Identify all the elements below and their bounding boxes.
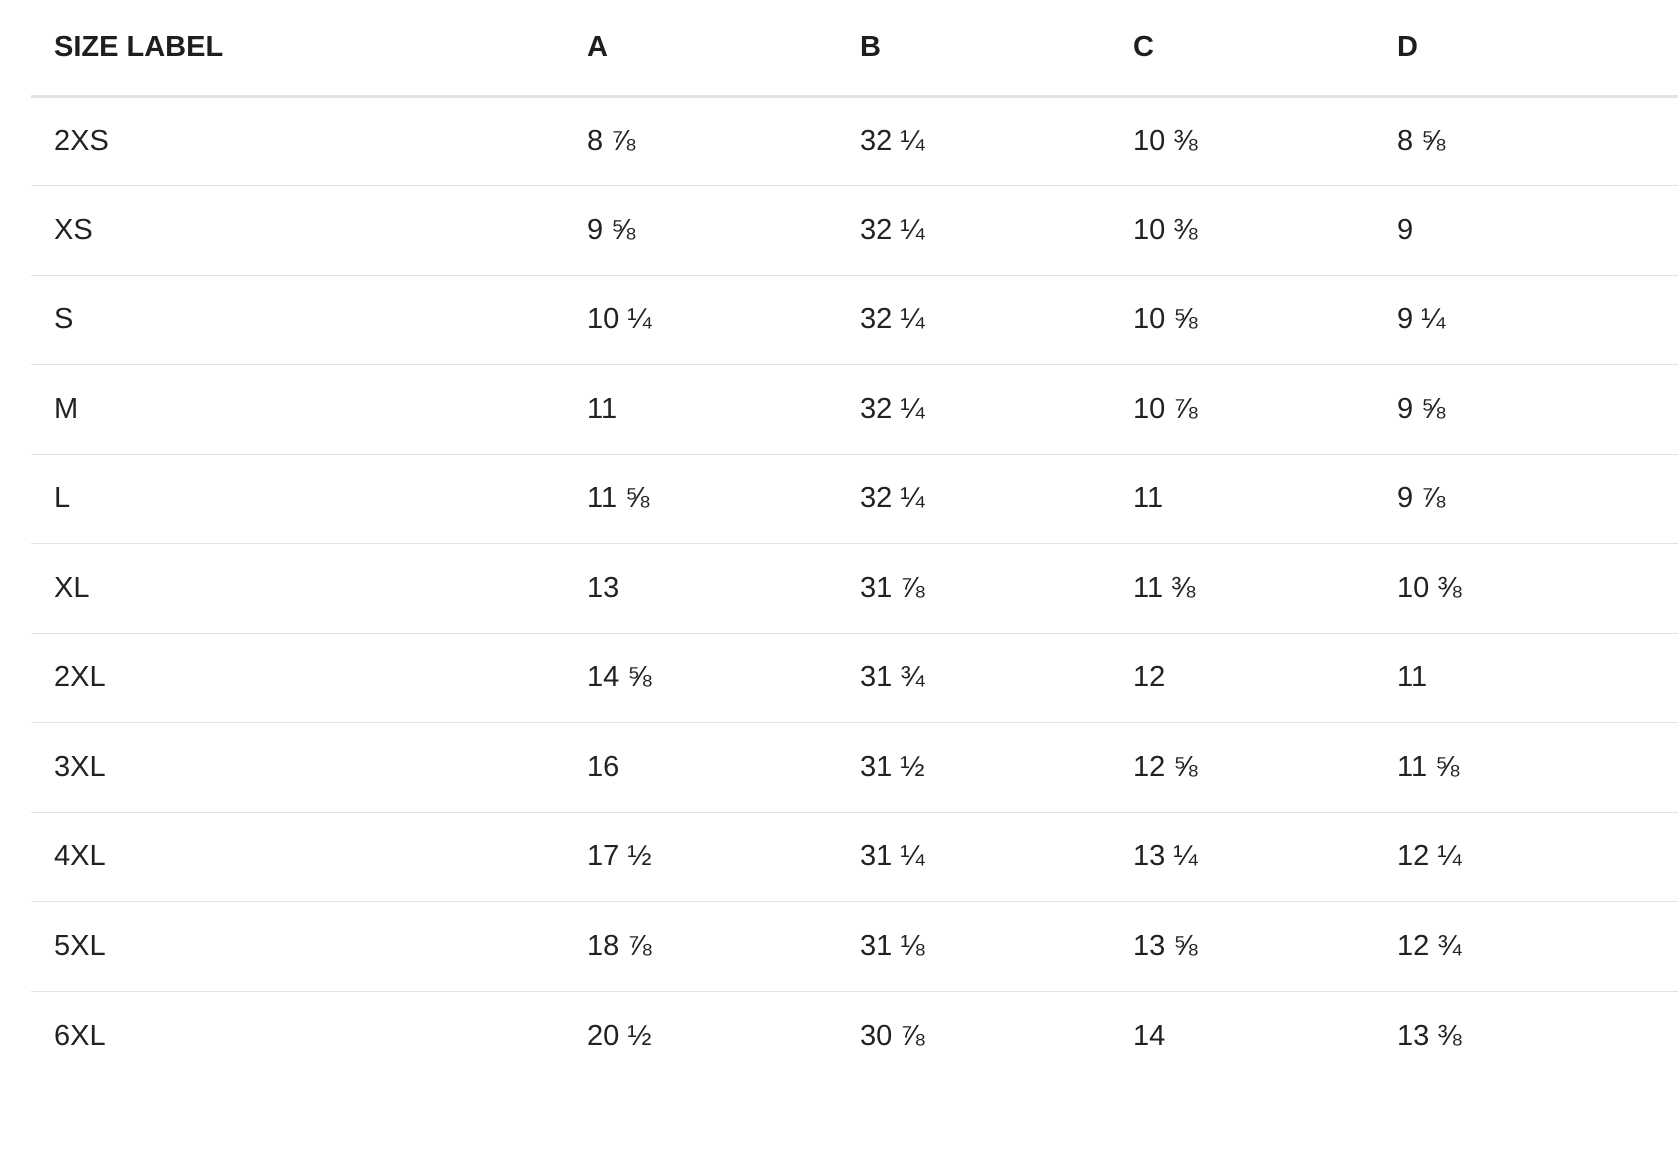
cell-a: 10 ¼ [565, 275, 838, 365]
cell-c: 10 ⅞ [1111, 364, 1375, 455]
cell-size-label: L [31, 454, 565, 544]
cell-d: 11 ⅝ [1375, 722, 1678, 813]
cell-b: 31 ⅛ [838, 901, 1111, 992]
cell-size-label: 3XL [31, 722, 565, 813]
cell-c: 13 ⅝ [1111, 901, 1375, 992]
cell-a: 11 [565, 364, 838, 455]
cell-c: 10 ⅜ [1111, 96, 1375, 186]
cell-b: 32 ¼ [838, 364, 1111, 455]
cell-b: 31 ¾ [838, 633, 1111, 723]
header-d: D [1375, 0, 1678, 98]
cell-c: 10 ⅜ [1111, 185, 1375, 276]
cell-d: 8 ⅝ [1375, 96, 1678, 186]
cell-a: 9 ⅝ [565, 185, 838, 276]
cell-size-label: S [31, 275, 565, 365]
cell-d: 12 ¼ [1375, 812, 1678, 902]
cell-d: 13 ⅜ [1397, 1019, 1462, 1052]
cell-size-label: XS [31, 185, 565, 276]
cell-b: 32 ¼ [838, 96, 1111, 186]
cell-a: 18 ⅞ [565, 901, 838, 992]
cell-d: 9 [1375, 185, 1678, 276]
cell-b: 32 ¼ [838, 275, 1111, 365]
table-row: 2XL 14 ⅝ 31 ¾ 12 11 [31, 633, 1678, 723]
cell-b: 31 ½ [838, 722, 1111, 813]
cell-b: 31 ¼ [838, 812, 1111, 902]
table-row: XL 13 31 ⅞ 11 ⅜ 10 ⅜ [31, 543, 1678, 634]
cell-b: 32 ¼ [838, 185, 1111, 276]
table-row: 5XL 18 ⅞ 31 ⅛ 13 ⅝ 12 ¾ [31, 901, 1678, 992]
cell-b: 31 ⅞ [838, 543, 1111, 634]
cell-d: 9 ⅞ [1375, 454, 1678, 544]
cell-a: 16 [565, 722, 838, 813]
cell-size-label: 2XL [31, 633, 565, 723]
cell-size-label: 4XL [31, 812, 565, 902]
table-row: 3XL 16 31 ½ 12 ⅝ 11 ⅝ [31, 722, 1678, 813]
cell-c: 11 ⅜ [1111, 543, 1375, 634]
cell-c: 12 [1111, 633, 1375, 723]
cell-c: 14 [1133, 1019, 1166, 1052]
table-row: 4XL 17 ½ 31 ¼ 13 ¼ 12 ¼ [31, 812, 1678, 902]
cell-a: 20 ½ [587, 1019, 652, 1052]
cell-a: 17 ½ [565, 812, 838, 902]
cell-size-label: XL [31, 543, 565, 634]
cell-c: 11 [1111, 454, 1375, 544]
header-b: B [838, 0, 1111, 98]
cell-c: 10 ⅝ [1111, 275, 1375, 365]
cell-c: 13 ¼ [1111, 812, 1375, 902]
cell-b: 30 ⅞ [860, 1019, 925, 1052]
header-size-label: SIZE LABEL [31, 0, 565, 98]
cell-a: 11 ⅝ [565, 454, 838, 544]
header-c: C [1111, 0, 1375, 98]
table-row: L 11 ⅝ 32 ¼ 11 9 ⅞ [31, 454, 1678, 544]
cell-d: 10 ⅜ [1375, 543, 1678, 634]
cell-d: 9 ¼ [1375, 275, 1678, 365]
cell-a: 13 [565, 543, 838, 634]
cell-b: 32 ¼ [838, 454, 1111, 544]
cell-d: 12 ¾ [1375, 901, 1678, 992]
cell-size-label: 5XL [31, 901, 565, 992]
cell-a: 8 ⅞ [565, 96, 838, 186]
cell-d: 11 [1375, 633, 1678, 723]
table-header: SIZE LABEL A B C D [31, 0, 1678, 98]
cell-size-label: M [31, 364, 565, 455]
cell-size-label: 6XL [54, 1019, 106, 1052]
table-row: 6XL 20 ½ 30 ⅞ 14 13 ⅜ [31, 991, 1678, 1081]
header-a: A [565, 0, 838, 98]
cell-size-label: 2XS [31, 96, 565, 186]
cell-a: 14 ⅝ [565, 633, 838, 723]
cell-c: 12 ⅝ [1111, 722, 1375, 813]
cell-d: 9 ⅝ [1375, 364, 1678, 455]
header-row: SIZE LABEL A B C D [31, 0, 1678, 98]
